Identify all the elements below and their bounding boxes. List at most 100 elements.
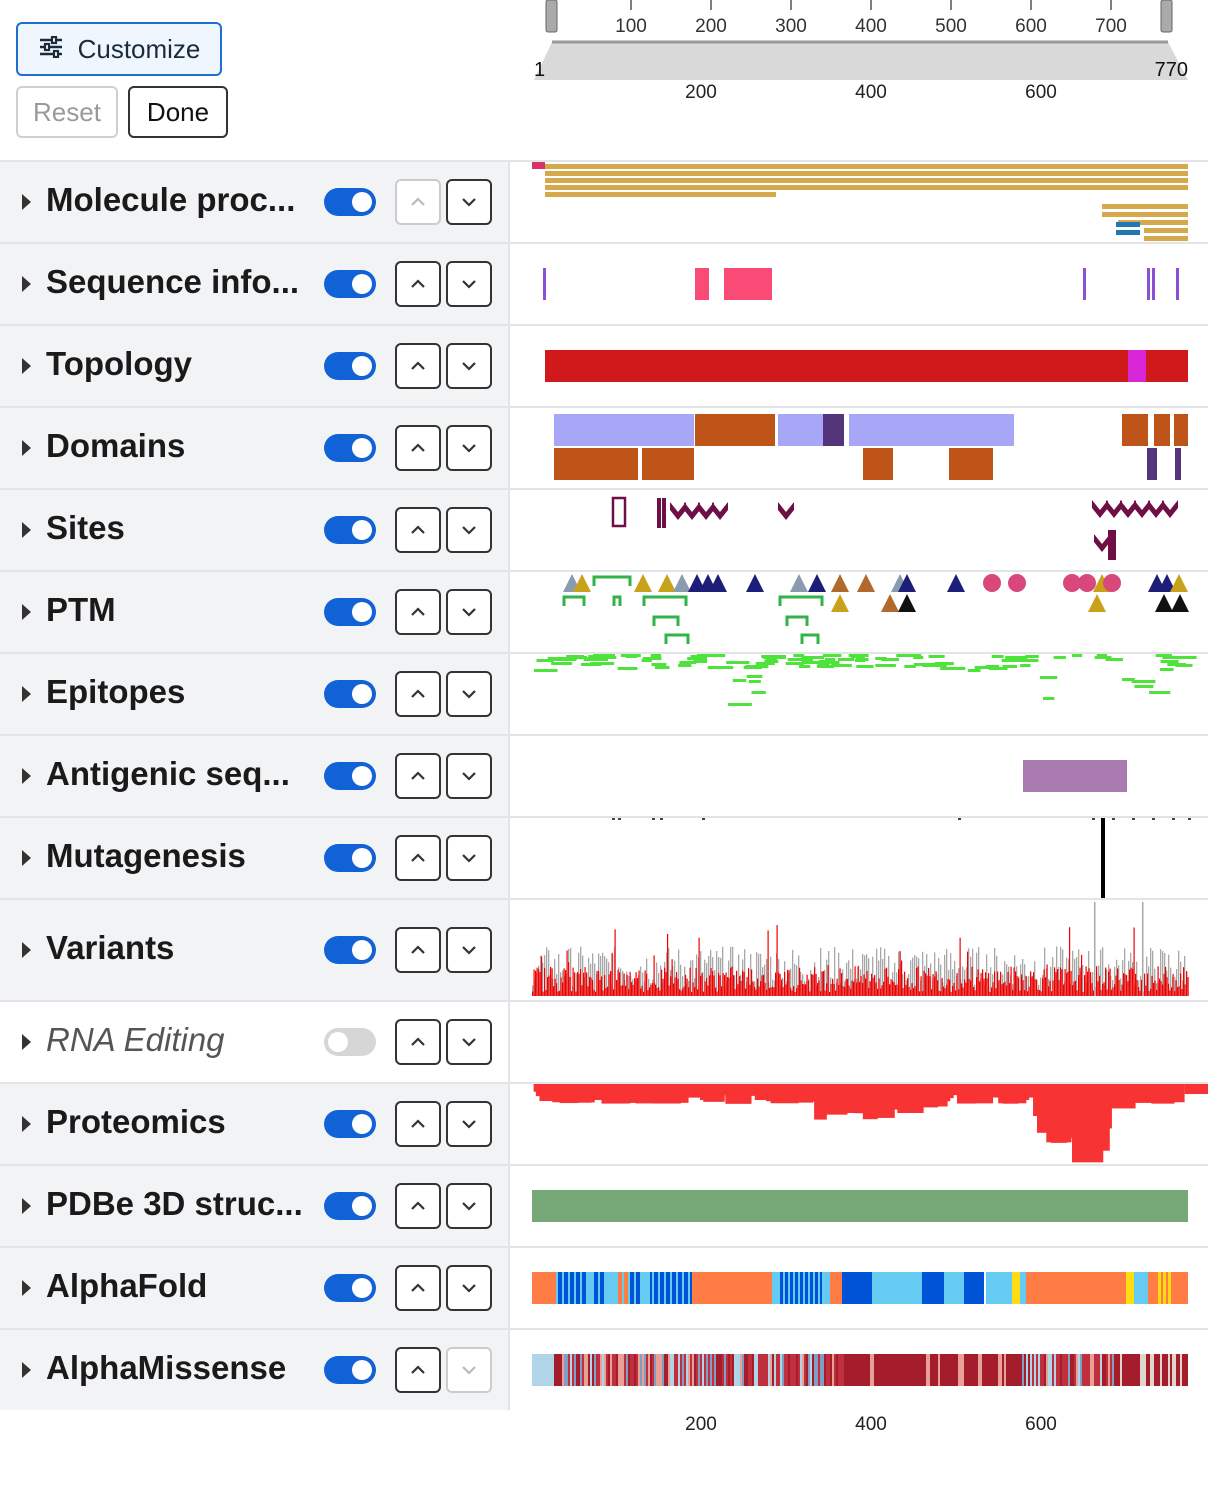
expand-caret-icon[interactable] bbox=[22, 1198, 31, 1214]
expand-caret-icon[interactable] bbox=[22, 358, 31, 374]
toggle-knob bbox=[352, 940, 372, 960]
zoom-region[interactable] bbox=[534, 42, 1188, 80]
move-up-button[interactable] bbox=[395, 1101, 441, 1147]
move-down-button[interactable] bbox=[446, 179, 492, 225]
expand-caret-icon[interactable] bbox=[22, 604, 31, 620]
expand-caret-icon[interactable] bbox=[22, 850, 31, 866]
move-down-button[interactable] bbox=[446, 589, 492, 635]
toggle-knob bbox=[352, 602, 372, 622]
track-visualization[interactable] bbox=[512, 1166, 1208, 1246]
move-down-button[interactable] bbox=[446, 1019, 492, 1065]
track-visualization[interactable] bbox=[512, 408, 1208, 488]
move-down-button[interactable] bbox=[446, 1101, 492, 1147]
move-down-button[interactable] bbox=[446, 425, 492, 471]
track-row: Variants bbox=[0, 898, 1208, 1000]
track-visibility-toggle[interactable] bbox=[324, 1274, 376, 1302]
track-visualization[interactable] bbox=[512, 1248, 1208, 1328]
move-down-button[interactable] bbox=[446, 753, 492, 799]
reset-button[interactable]: Reset bbox=[16, 86, 118, 138]
right-zoom-handle[interactable] bbox=[1160, 0, 1173, 33]
navigation-ruler[interactable]: 100 200 300 400 500 600 700 1 770 200 400 600 bbox=[520, 0, 1208, 110]
expand-caret-icon[interactable] bbox=[22, 768, 31, 784]
track-visualization[interactable] bbox=[512, 654, 1208, 734]
track-visibility-toggle[interactable] bbox=[324, 188, 376, 216]
move-down-button[interactable] bbox=[446, 1265, 492, 1311]
move-down-button[interactable] bbox=[446, 343, 492, 389]
expand-caret-icon[interactable] bbox=[22, 522, 31, 538]
move-up-button[interactable] bbox=[395, 1265, 441, 1311]
track-visibility-toggle[interactable] bbox=[324, 936, 376, 964]
move-down-button[interactable] bbox=[446, 261, 492, 307]
track-visibility-toggle[interactable] bbox=[324, 516, 376, 544]
track-visibility-toggle[interactable] bbox=[324, 352, 376, 380]
move-down-button[interactable] bbox=[446, 671, 492, 717]
track-visualization[interactable] bbox=[512, 736, 1208, 816]
track-visualization[interactable] bbox=[512, 1002, 1208, 1082]
move-up-button[interactable] bbox=[395, 671, 441, 717]
track-header: Molecule proc... bbox=[0, 162, 510, 242]
track-visibility-toggle[interactable] bbox=[324, 1192, 376, 1220]
track-header: Sites bbox=[0, 490, 510, 570]
track-visualization[interactable] bbox=[512, 1330, 1208, 1410]
expand-caret-icon[interactable] bbox=[22, 686, 31, 702]
chevron-up-icon bbox=[411, 525, 425, 534]
chevron-up-icon bbox=[411, 945, 425, 954]
move-up-button[interactable] bbox=[395, 507, 441, 553]
chevron-down-icon bbox=[462, 1284, 476, 1293]
track-visibility-toggle[interactable] bbox=[324, 1028, 376, 1056]
chevron-down-icon bbox=[462, 1038, 476, 1047]
move-up-button[interactable] bbox=[395, 261, 441, 307]
customize-label: Customize bbox=[77, 33, 201, 64]
track-visualization[interactable] bbox=[512, 326, 1208, 406]
left-zoom-handle[interactable] bbox=[545, 0, 558, 33]
track-visibility-toggle[interactable] bbox=[324, 1110, 376, 1138]
move-down-button[interactable] bbox=[446, 1183, 492, 1229]
expand-caret-icon[interactable] bbox=[22, 1362, 31, 1378]
customize-button[interactable]: Customize bbox=[16, 22, 222, 76]
expand-caret-icon[interactable] bbox=[22, 1280, 31, 1296]
expand-caret-icon[interactable] bbox=[22, 194, 31, 210]
chevron-down-icon bbox=[462, 444, 476, 453]
move-down-button[interactable] bbox=[446, 1347, 492, 1393]
expand-caret-icon[interactable] bbox=[22, 440, 31, 456]
move-up-button[interactable] bbox=[395, 343, 441, 389]
axis-tick-label: 600 bbox=[1025, 82, 1057, 103]
move-down-button[interactable] bbox=[446, 835, 492, 881]
chevron-up-icon bbox=[411, 1365, 425, 1374]
expand-caret-icon[interactable] bbox=[22, 276, 31, 292]
move-down-button[interactable] bbox=[446, 927, 492, 973]
track-visibility-toggle[interactable] bbox=[324, 1356, 376, 1384]
bottom-axis: 200 400 600 bbox=[685, 1414, 1057, 1435]
move-up-button[interactable] bbox=[395, 425, 441, 471]
track-visibility-toggle[interactable] bbox=[324, 680, 376, 708]
move-up-button[interactable] bbox=[395, 1347, 441, 1393]
track-visualization[interactable] bbox=[512, 1084, 1208, 1164]
move-up-button[interactable] bbox=[395, 835, 441, 881]
expand-caret-icon[interactable] bbox=[22, 1116, 31, 1132]
toggle-knob bbox=[352, 1360, 372, 1380]
done-button[interactable]: Done bbox=[128, 86, 228, 138]
track-visibility-toggle[interactable] bbox=[324, 598, 376, 626]
track-visualization[interactable] bbox=[512, 900, 1208, 1000]
track-visualization[interactable] bbox=[512, 162, 1208, 242]
sliders-icon bbox=[38, 34, 64, 65]
expand-caret-icon[interactable] bbox=[22, 1034, 31, 1050]
move-up-button[interactable] bbox=[395, 589, 441, 635]
track-visibility-toggle[interactable] bbox=[324, 270, 376, 298]
move-up-button[interactable] bbox=[395, 927, 441, 973]
track-visualization[interactable] bbox=[512, 490, 1208, 570]
track-visibility-toggle[interactable] bbox=[324, 434, 376, 462]
track-visualization[interactable] bbox=[512, 818, 1208, 898]
move-up-button[interactable] bbox=[395, 753, 441, 799]
track-visualization[interactable] bbox=[512, 244, 1208, 324]
track-visibility-toggle[interactable] bbox=[324, 762, 376, 790]
track-visibility-toggle[interactable] bbox=[324, 844, 376, 872]
chevron-up-icon bbox=[411, 689, 425, 698]
move-up-button[interactable] bbox=[395, 179, 441, 225]
move-down-button[interactable] bbox=[446, 507, 492, 553]
move-up-button[interactable] bbox=[395, 1183, 441, 1229]
track-visualization[interactable] bbox=[512, 572, 1208, 652]
move-up-button[interactable] bbox=[395, 1019, 441, 1065]
expand-caret-icon[interactable] bbox=[22, 942, 31, 958]
track-row: Topology bbox=[0, 324, 1208, 406]
